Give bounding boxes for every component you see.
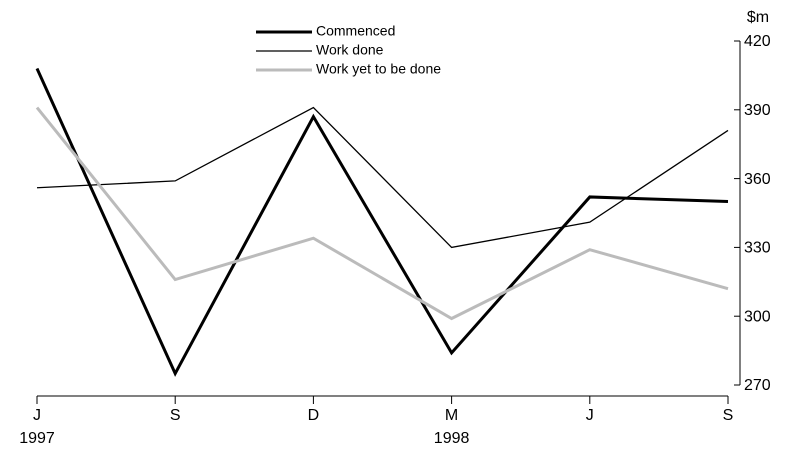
x-tick-label: S: [723, 407, 734, 424]
series-line: [35, 106, 729, 321]
y-tick-label: 300: [744, 308, 771, 325]
y-tick-label: 270: [744, 377, 771, 394]
legend-label: Work yet to be done: [316, 61, 441, 77]
y-unit: $m: [747, 9, 769, 26]
legend-label: Work done: [316, 42, 384, 58]
x-tick-label: M: [445, 407, 458, 424]
y-tick-label: 330: [744, 240, 771, 257]
x-tick-label: J: [586, 407, 594, 424]
y-tick-label: 390: [744, 102, 771, 119]
series-line: [35, 67, 729, 377]
y-tick-label: 420: [744, 33, 771, 50]
legend-label: Commenced: [316, 23, 395, 39]
x-tick-label: D: [308, 407, 320, 424]
x-year-label: 1998: [434, 430, 470, 447]
x-tick-label: J: [33, 407, 41, 424]
x-year-label: 1997: [19, 430, 55, 447]
y-tick-label: 360: [744, 171, 771, 188]
series-line: [36, 106, 729, 249]
x-tick-label: S: [170, 407, 181, 424]
